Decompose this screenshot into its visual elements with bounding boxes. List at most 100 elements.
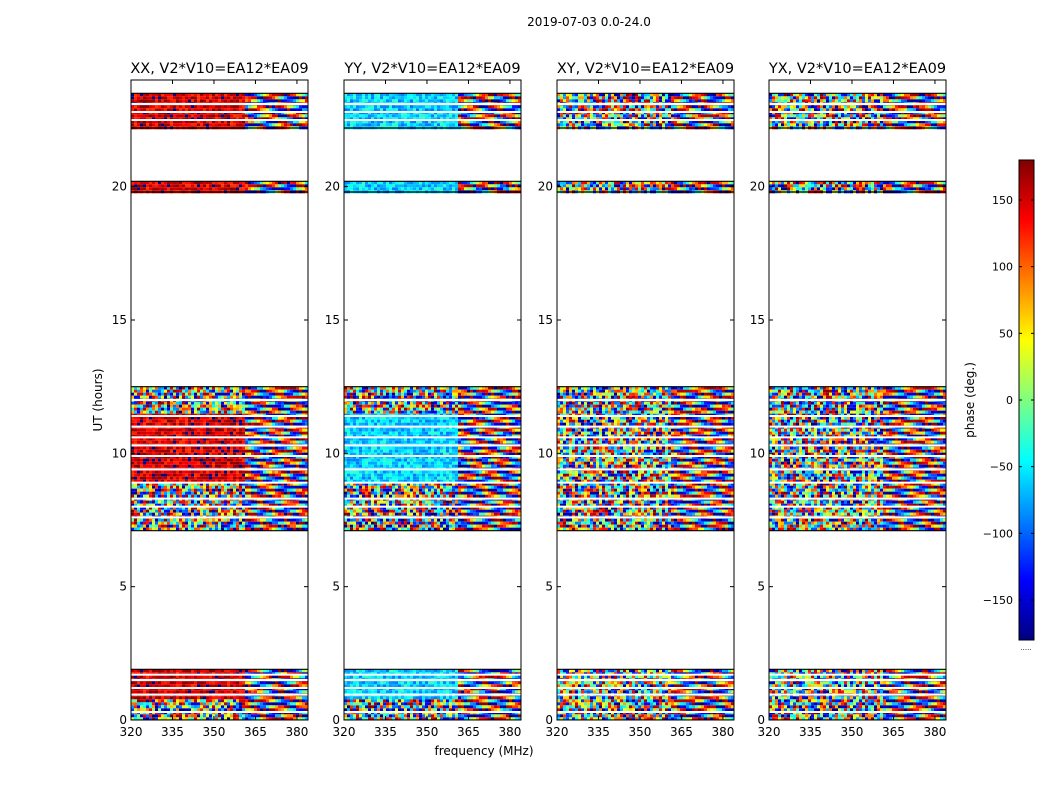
heatmap-cell	[170, 458, 173, 462]
heatmap-cell	[176, 187, 179, 191]
heatmap-cell	[149, 117, 152, 121]
heatmap-cell	[206, 696, 209, 700]
heatmap-cell	[188, 518, 191, 522]
heatmap-cell	[452, 669, 455, 673]
heatmap-cell	[176, 395, 179, 399]
heatmap-cell	[203, 479, 206, 483]
heatmap-cell	[191, 491, 194, 495]
heatmap-cell	[161, 494, 164, 498]
heatmap-cell	[224, 699, 227, 703]
heatmap-cell	[215, 440, 218, 444]
heatmap-cell	[299, 93, 302, 97]
heatmap-cell	[197, 117, 200, 121]
heatmap-cell	[200, 524, 203, 528]
heatmap-cell	[164, 431, 167, 435]
heatmap-cell	[131, 401, 134, 405]
heatmap-cell	[242, 184, 245, 188]
heatmap-cell	[197, 512, 200, 516]
heatmap-cell	[239, 491, 242, 495]
heatmap-cell	[167, 702, 170, 706]
heatmap-cell	[167, 699, 170, 703]
heatmap-cell	[266, 518, 269, 522]
heatmap-cell	[173, 123, 176, 127]
heatmap-cell	[170, 386, 173, 390]
heatmap-cell	[212, 491, 215, 495]
heatmap-cell	[188, 485, 191, 489]
heatmap-cell	[143, 476, 146, 480]
heatmap-cell	[176, 123, 179, 127]
heatmap-cell	[248, 123, 251, 127]
heatmap-cell	[293, 696, 296, 700]
heatmap-cell	[254, 696, 257, 700]
heatmap-cell	[161, 518, 164, 522]
heatmap-cell	[236, 503, 239, 507]
heatmap-cell	[245, 702, 248, 706]
heatmap-cell	[236, 669, 239, 673]
heatmap-cell	[155, 428, 158, 432]
heatmap-cell	[164, 494, 167, 498]
heatmap-cell	[251, 181, 254, 185]
heatmap-cell	[299, 503, 302, 507]
heatmap-cell	[221, 452, 224, 456]
heatmap-cell	[188, 389, 191, 393]
heatmap-cell	[158, 407, 161, 411]
heatmap-cell	[245, 181, 248, 185]
heatmap-cell	[194, 470, 197, 474]
heatmap-cell	[155, 407, 158, 411]
heatmap-cell	[158, 669, 161, 673]
heatmap-cell	[227, 512, 230, 516]
heatmap-cell	[284, 473, 287, 477]
heatmap-cell	[152, 187, 155, 191]
heatmap-cell	[191, 428, 194, 432]
heatmap-cell	[185, 518, 188, 522]
heatmap-cell	[149, 434, 152, 438]
heatmap-cell	[161, 184, 164, 188]
heatmap-cell	[263, 470, 266, 474]
heatmap-cell	[302, 717, 305, 720]
heatmap-cell	[266, 512, 269, 516]
heatmap-cell	[278, 681, 281, 685]
heatmap-cell	[224, 473, 227, 477]
heatmap-cell	[275, 521, 278, 525]
heatmap-cell	[272, 506, 275, 510]
heatmap-cell	[269, 419, 272, 423]
heatmap-cell	[218, 181, 221, 185]
heatmap-cell	[164, 114, 167, 118]
heatmap-cell	[254, 675, 257, 679]
heatmap-cell	[266, 117, 269, 121]
heatmap-cell	[233, 449, 236, 453]
heatmap-cell	[290, 434, 293, 438]
heatmap-cell	[272, 717, 275, 720]
heatmap-cell	[146, 434, 149, 438]
heatmap-cell	[143, 518, 146, 522]
heatmap-cell	[215, 669, 218, 673]
heatmap-cell	[242, 410, 245, 414]
heatmap-cell	[197, 105, 200, 109]
heatmap-cell	[251, 485, 254, 489]
heatmap-cell	[266, 452, 269, 456]
heatmap-cell	[194, 419, 197, 423]
heatmap-cell	[239, 681, 242, 685]
heatmap-cell	[245, 714, 248, 718]
heatmap-cell	[131, 93, 134, 97]
heatmap-cell	[200, 455, 203, 459]
heatmap-cell	[272, 494, 275, 498]
heatmap-cell	[248, 105, 251, 109]
heatmap-cell	[242, 669, 245, 673]
heatmap-cell	[272, 684, 275, 688]
heatmap-cell	[254, 458, 257, 462]
heatmap-cell	[215, 500, 218, 504]
heatmap-cell	[269, 449, 272, 453]
heatmap-cell	[254, 114, 257, 118]
heatmap-cell	[146, 479, 149, 483]
heatmap-cell	[215, 455, 218, 459]
heatmap-cell	[272, 470, 275, 474]
heatmap-cell	[296, 431, 299, 435]
heatmap-cell	[188, 690, 191, 694]
heatmap-cell	[152, 482, 155, 486]
heatmap-cell	[182, 416, 185, 420]
heatmap-cell	[278, 708, 281, 712]
heatmap-cell	[164, 416, 167, 420]
heatmap-cell	[233, 452, 236, 456]
heatmap-cell	[191, 123, 194, 127]
